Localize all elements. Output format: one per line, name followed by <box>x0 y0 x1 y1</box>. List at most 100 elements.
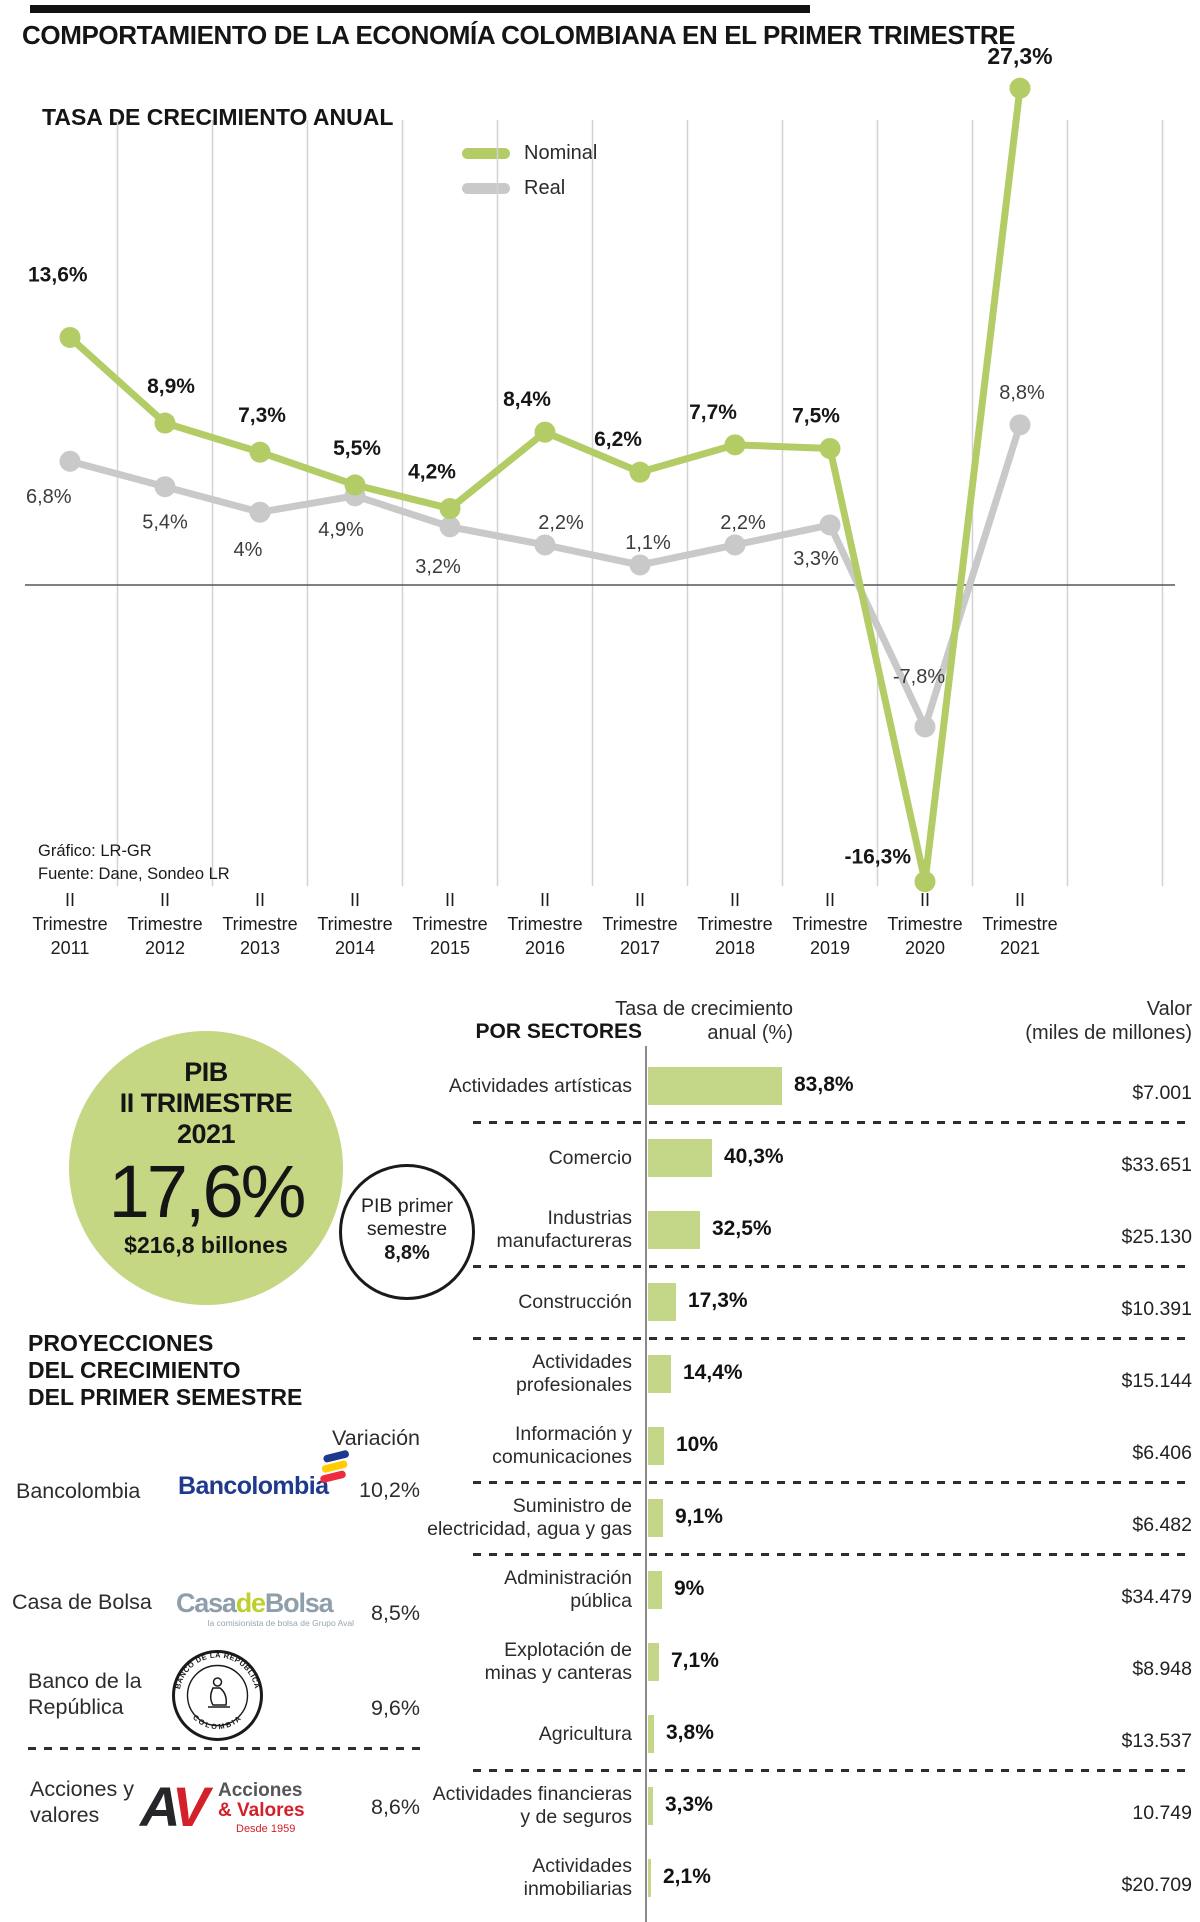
svg-text:2019: 2019 <box>810 938 850 958</box>
svg-text:II: II <box>65 890 75 910</box>
sector-5-amount: $6.406 <box>1132 1442 1192 1464</box>
sector-1-amount: $33.651 <box>1121 1154 1193 1176</box>
nominal-label-2011: 13,6% <box>28 263 88 286</box>
source-line-2: Fuente: Dane, Sondeo LR <box>38 865 230 883</box>
sector-11-amount: $20.709 <box>1121 1874 1193 1896</box>
legend-item-real: Real <box>462 177 597 200</box>
real-label-2020: -7,8% <box>893 666 945 688</box>
sector-0-rate: 83,8% <box>794 1073 854 1096</box>
nominal-point-2019 <box>819 438 841 459</box>
pib-semester-label-line1: PIB primer <box>360 1195 454 1217</box>
casa-de-bolsa-tagline: la comisionista de bolsa de Grupo Aval <box>207 1618 354 1628</box>
legend-swatch-nominal <box>462 148 510 159</box>
x-tick-2012: II Trimestre 2012 <box>127 890 202 958</box>
svg-text:II: II <box>160 890 170 910</box>
sectors-title: POR SECTORES <box>475 1020 642 1043</box>
acciones-valores-logo: A V Acciones & Valores Desde 1959 <box>138 1775 305 1838</box>
projections-title-line3: DEL PRIMER SEMESTRE <box>28 1384 303 1410</box>
acciones-name-line2: valores <box>30 1803 100 1827</box>
sector-8-rate: 7,1% <box>671 1649 719 1672</box>
svg-text:II: II <box>445 890 455 910</box>
pib-semester-value: 8,8% <box>384 1242 430 1264</box>
projections-title-line1: PROYECCIONES <box>28 1330 214 1356</box>
x-tick-2014: II Trimestre 2014 <box>317 890 392 958</box>
projection-name-banco-republica: Banco de la República <box>28 1668 142 1720</box>
sector-10-label: Actividades financieras y de seguros <box>432 1783 632 1828</box>
svg-text:2016: 2016 <box>525 938 565 958</box>
sector-separator-after-2 <box>473 1265 1192 1268</box>
svg-text:2017: 2017 <box>620 938 660 958</box>
nominal-label-2014: 5,5% <box>333 437 381 460</box>
nominal-point-2017 <box>629 461 651 483</box>
sector-5-label: Información y comunicaciones <box>492 1423 632 1468</box>
sector-10-amount: 10.749 <box>1132 1802 1192 1824</box>
svg-text:Trimestre: Trimestre <box>317 914 392 934</box>
legend-label-real: Real <box>524 177 566 199</box>
sector-3-rate: 17,3% <box>688 1289 748 1312</box>
legend-label-nominal: Nominal <box>524 142 598 164</box>
sector-4-bar <box>648 1355 671 1393</box>
sector-1-rate: 40,3% <box>724 1145 784 1168</box>
sector-6-bar <box>648 1499 663 1537</box>
nominal-point-2020 <box>914 871 936 893</box>
x-tick-2015: II Trimestre 2015 <box>412 890 487 958</box>
svg-text:2018: 2018 <box>715 938 755 958</box>
sector-separator-after-6 <box>473 1553 1192 1556</box>
svg-text:2021: 2021 <box>1000 938 1040 958</box>
real-label-2018: 2,2% <box>720 512 766 534</box>
sector-4-rate: 14,4% <box>683 1361 743 1384</box>
real-label-2021: 8,8% <box>999 382 1045 404</box>
x-tick-2021: II Trimestre 2021 <box>982 890 1057 958</box>
real-point-2017 <box>629 554 651 576</box>
sector-8-bar <box>648 1643 659 1681</box>
svg-text:Trimestre: Trimestre <box>982 914 1057 934</box>
pib-semester-label-line2: semestre <box>366 1218 448 1240</box>
projection-value-bancolombia: 10,2% <box>359 1478 420 1502</box>
pib-semester-badge: PIB primer semestre 8,8% <box>339 1164 475 1300</box>
x-tick-2017: II Trimestre 2017 <box>602 890 677 958</box>
projection-name-acciones-valores: Acciones y valores <box>30 1776 134 1828</box>
svg-text:Trimestre: Trimestre <box>222 914 297 934</box>
sector-6-rate: 9,1% <box>675 1505 723 1528</box>
x-tick-2019: II Trimestre 2019 <box>792 890 867 958</box>
nominal-label-2012: 8,9% <box>147 375 195 398</box>
pib-badge-value: 17,6% <box>108 1150 307 1233</box>
projections-title: PROYECCIONES DEL CRECIMIENTO DEL PRIMER … <box>28 1330 302 1411</box>
real-point-2011 <box>59 450 81 472</box>
real-point-2012 <box>154 476 176 498</box>
sector-1-bar <box>648 1139 712 1177</box>
svg-text:COLOMBIA: COLOMBIA <box>191 1713 244 1731</box>
line-chart-title: TASA DE CRECIMIENTO ANUAL <box>42 104 394 130</box>
nominal-point-2012 <box>154 412 176 434</box>
projections-title-line2: DEL CRECIMIENTO <box>28 1357 241 1383</box>
svg-text:Trimestre: Trimestre <box>507 914 582 934</box>
svg-text:II: II <box>920 890 930 910</box>
real-point-2013 <box>249 501 271 523</box>
projection-value-acciones-valores: 8,6% <box>370 1795 420 1819</box>
sector-2-label: Industrias manufactureras <box>496 1207 632 1252</box>
svg-text:II: II <box>255 890 265 910</box>
casa-word-1: Casa <box>176 1588 237 1618</box>
casa-de-bolsa-wordmark: CasadeBolsa <box>176 1588 354 1619</box>
sector-5-rate: 10% <box>676 1433 719 1456</box>
casa-word-2: de <box>235 1588 266 1618</box>
nominal-label-2016: 8,4% <box>503 388 551 411</box>
growth-line-chart: 13,6% 8,9% 7,3% 5,5% 4,2% 8,4% 6,2% 7,7% 7,5% -16… <box>25 43 1175 958</box>
banco-name-line1: Banco de la <box>28 1669 142 1693</box>
sector-10-rate: 3,3% <box>665 1793 713 1816</box>
pib-badge-amount: $216,8 billones <box>124 1232 288 1258</box>
sector-separator-after-9 <box>473 1769 1192 1772</box>
top-accent-bar <box>30 5 810 13</box>
svg-text:Trimestre: Trimestre <box>792 914 867 934</box>
casa-word-3: Bolsa <box>264 1588 334 1618</box>
sector-9-amount: $13.537 <box>1121 1730 1193 1752</box>
sector-9-label: Agricultura <box>538 1722 632 1745</box>
sector-2-rate: 32,5% <box>712 1217 772 1240</box>
nominal-label-2021: 27,3% <box>987 43 1052 69</box>
svg-text:Trimestre: Trimestre <box>887 914 962 934</box>
banco-republica-seal-icon: BANCO DE LA REPÚBLICA COLOMBIA <box>172 1650 263 1741</box>
acciones-name-line1: Acciones y <box>30 1777 134 1801</box>
sector-0-label: Actividades artísticas <box>448 1074 632 1097</box>
svg-text:Trimestre: Trimestre <box>602 914 677 934</box>
sector-11-label: Actividades inmobiliarias <box>523 1855 632 1900</box>
